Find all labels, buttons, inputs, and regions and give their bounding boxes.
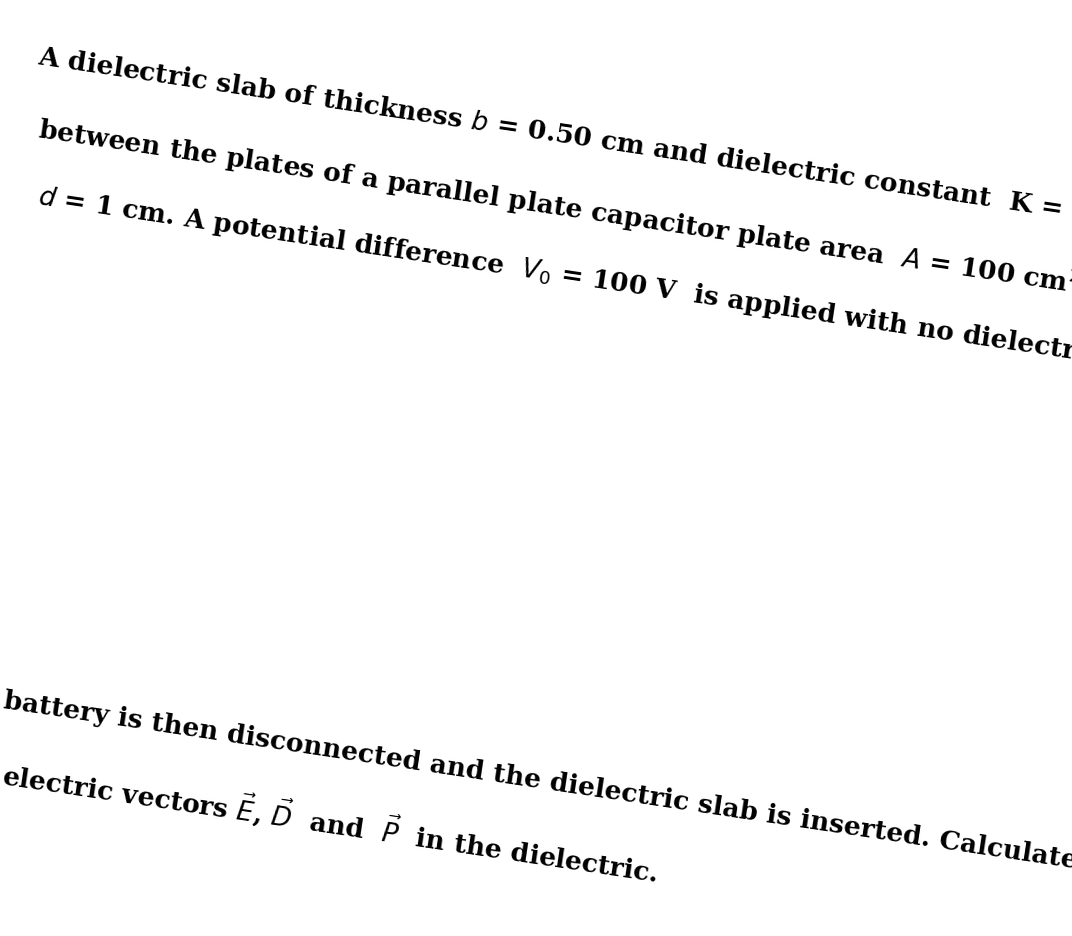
Text: $d$ = 1 cm. A potential difference  $V_0$ = 100 V  is applied with no dielectric: $d$ = 1 cm. A potential difference $V_0$… — [36, 183, 1072, 399]
Text: between the plates of a parallel plate capacitor plate area  $A$ = 100 cm$^2$  a: between the plates of a parallel plate c… — [35, 112, 1072, 337]
Text: battery is then disconnected and the dielectric slab is inserted. Calculate the : battery is then disconnected and the die… — [2, 688, 1072, 895]
Text: A dielectric slab of thickness $b$ = 0.50 cm and dielectric constant  K = 7,  is: A dielectric slab of thickness $b$ = 0.5… — [36, 42, 1072, 252]
Text: electric vectors $\vec{E}$, $\vec{D}$  and  $\vec{P}$  in the dielectric.: electric vectors $\vec{E}$, $\vec{D}$ an… — [0, 755, 661, 889]
